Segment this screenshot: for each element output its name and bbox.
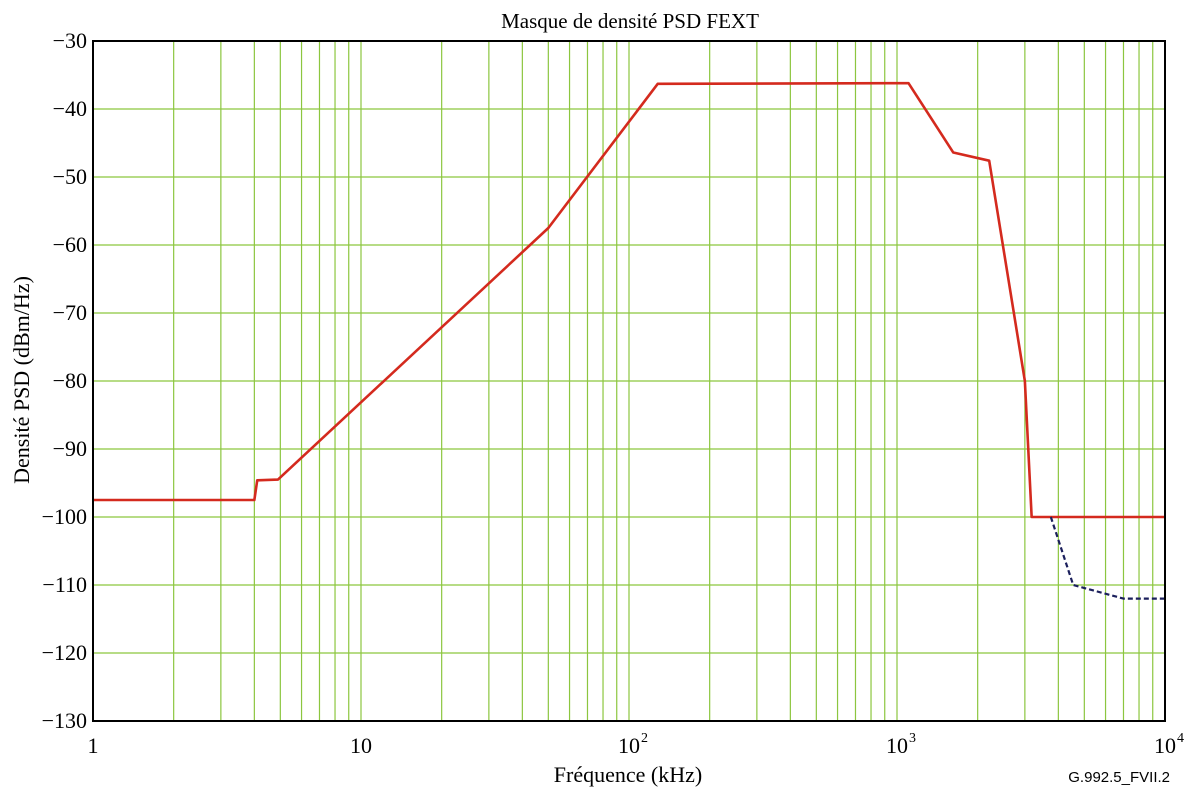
series-group [93,81,1165,600]
y-tick-label: −90 [53,436,87,461]
y-tick-label: −80 [53,368,87,393]
y-tick-label: −120 [42,640,87,665]
series-line-dashed [1049,516,1165,600]
x-tick-label: 10 [1154,733,1176,758]
y-axis-label: Densité PSD (dBm/Hz) [9,276,34,484]
y-tick-label: −30 [53,28,87,53]
x-tick-labels: 1 10 10 2 10 3 10 4 [88,731,1185,758]
chart-title: Masque de densité PSD FEXT [501,9,759,33]
x-tick-label: 10 [350,733,372,758]
y-tick-label: −130 [42,708,87,733]
x-tick-exponent: 3 [909,731,916,746]
y-tick-label: −100 [42,504,87,529]
y-tick-label: −50 [53,164,87,189]
figure-id: G.992.5_FVII.2 [1068,769,1170,786]
plot-frame [92,40,1166,722]
y-tick-label: −40 [53,96,87,121]
x-axis-label: Fréquence (kHz) [554,762,702,787]
series-line-solid [93,81,1165,519]
y-tick-label: −60 [53,232,87,257]
x-tick-label: 1 [88,733,99,758]
x-tick-exponent: 2 [641,731,648,746]
y-tick-label: −110 [42,572,87,597]
x-tick-exponent: 4 [1177,731,1184,746]
x-tick-label: 10 [618,733,640,758]
y-tick-label: −70 [53,300,87,325]
grid [93,41,1165,721]
y-tick-labels: −30 −40 −50 −60 −70 −80 −90 −100 −110 −120 −130 [42,28,87,733]
x-tick-label: 10 [886,733,908,758]
